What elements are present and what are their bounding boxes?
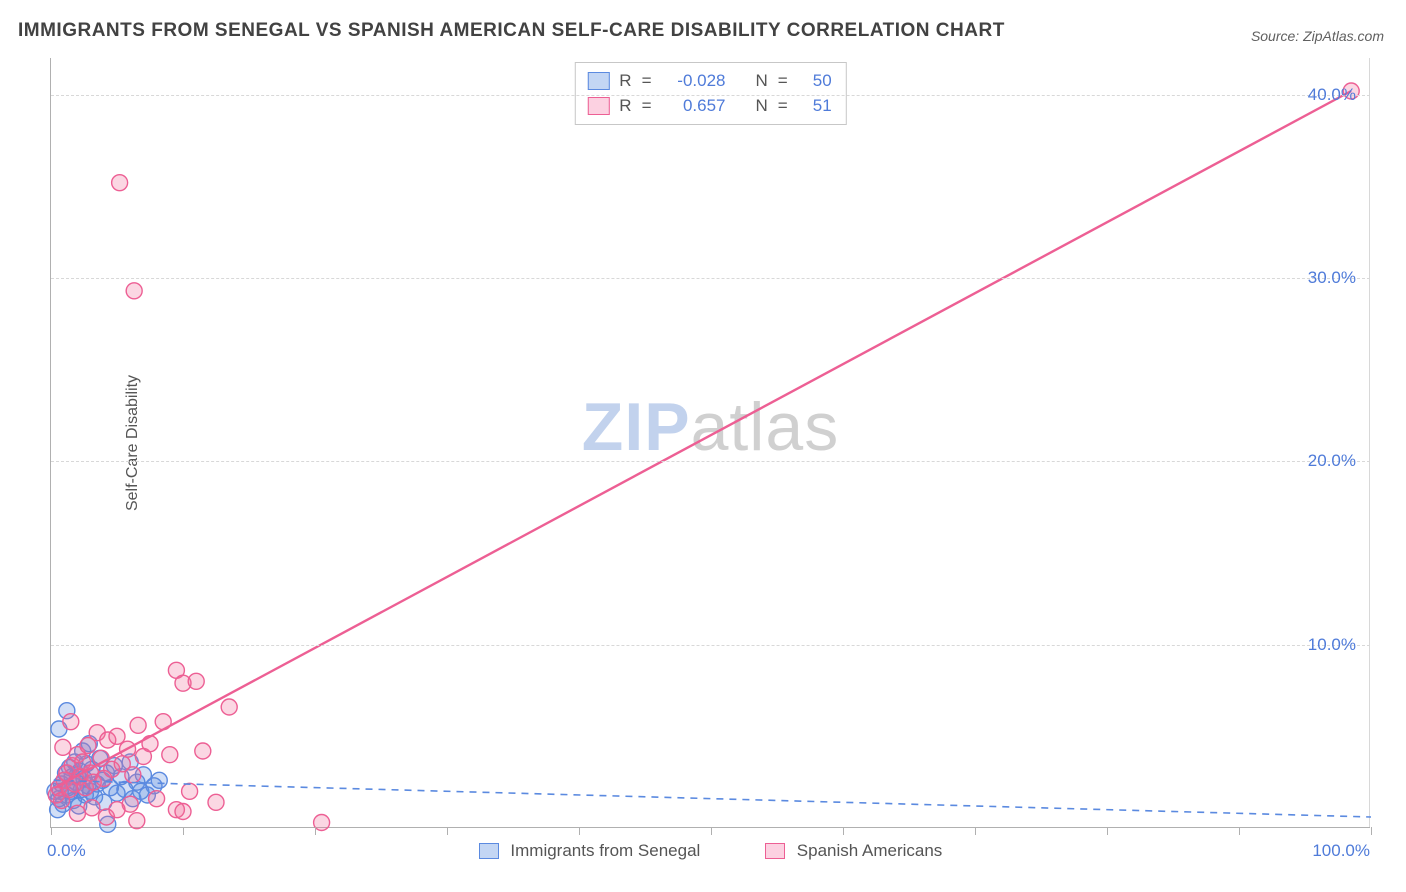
x-tick	[1239, 827, 1240, 835]
scatter-point	[195, 743, 211, 759]
scatter-point	[175, 804, 191, 820]
scatter-point	[112, 175, 128, 191]
legend-item: Immigrants from Senegal	[479, 841, 701, 861]
chart-figure: IMMIGRANTS FROM SENEGAL VS SPANISH AMERI…	[0, 0, 1406, 892]
legend-swatch-series-0	[479, 843, 499, 859]
x-tick	[447, 827, 448, 835]
legend-series-name-0: Immigrants from Senegal	[510, 841, 700, 860]
x-tick	[1107, 827, 1108, 835]
y-tick-label: 10.0%	[1308, 635, 1356, 655]
y-tick-label: 40.0%	[1308, 85, 1356, 105]
scatter-point	[129, 813, 145, 829]
scatter-point	[130, 717, 146, 733]
x-tick-label-right: 100.0%	[1312, 841, 1370, 861]
scatter-point	[188, 673, 204, 689]
scatter-point	[125, 767, 141, 783]
scatter-point	[63, 714, 79, 730]
scatter-svg	[51, 58, 1370, 827]
scatter-point	[126, 283, 142, 299]
scatter-point	[221, 699, 237, 715]
source-attribution: Source: ZipAtlas.com	[1251, 28, 1384, 44]
trend-line	[54, 780, 1371, 817]
scatter-point	[208, 794, 224, 810]
legend-swatch-series-1	[765, 843, 785, 859]
scatter-point	[149, 791, 165, 807]
scatter-point	[182, 783, 198, 799]
x-tick	[183, 827, 184, 835]
legend-series-names: Immigrants from Senegal Spanish American…	[51, 841, 1370, 861]
y-tick-label: 30.0%	[1308, 268, 1356, 288]
legend-series-name-1: Spanish Americans	[797, 841, 943, 860]
scatter-point	[84, 800, 100, 816]
scatter-point	[162, 747, 178, 763]
x-tick	[843, 827, 844, 835]
x-tick	[1371, 827, 1372, 835]
scatter-point	[109, 728, 125, 744]
scatter-point	[142, 736, 158, 752]
scatter-point	[55, 739, 71, 755]
trend-line	[55, 91, 1351, 788]
gridline-h	[51, 278, 1370, 279]
x-tick-label-left: 0.0%	[47, 841, 86, 861]
scatter-point	[314, 815, 330, 831]
y-tick-label: 20.0%	[1308, 451, 1356, 471]
x-tick	[51, 827, 52, 835]
x-tick	[579, 827, 580, 835]
x-tick	[315, 827, 316, 835]
gridline-h	[51, 645, 1370, 646]
scatter-point	[109, 802, 125, 818]
gridline-h	[51, 461, 1370, 462]
legend-item: Spanish Americans	[765, 841, 942, 861]
x-tick	[711, 827, 712, 835]
gridline-h	[51, 95, 1370, 96]
scatter-point	[69, 805, 85, 821]
plot-area: Self-Care Disability ZIPatlas R = -0.028…	[50, 58, 1370, 828]
scatter-point	[151, 772, 167, 788]
x-tick	[975, 827, 976, 835]
chart-title: IMMIGRANTS FROM SENEGAL VS SPANISH AMERI…	[18, 20, 1005, 42]
